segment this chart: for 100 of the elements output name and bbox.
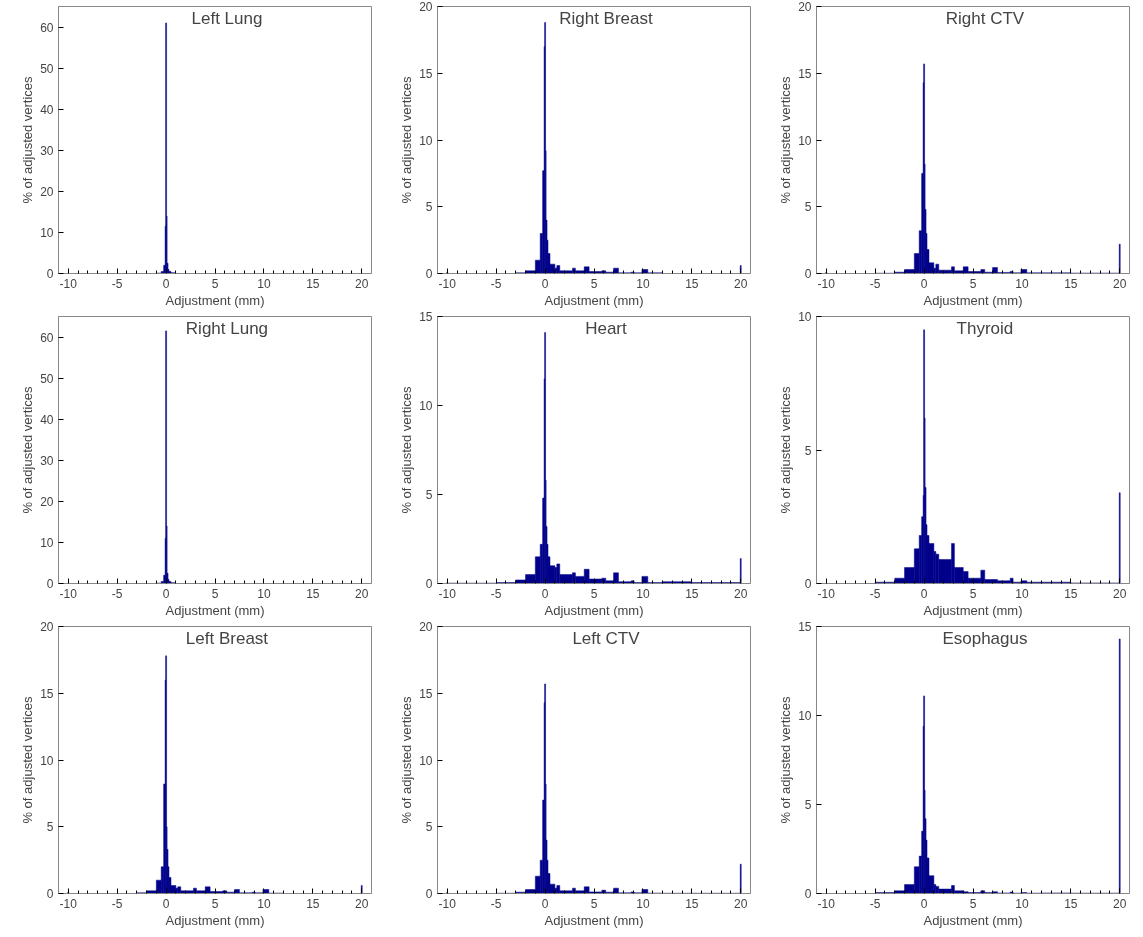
y-tick-label: 30 bbox=[40, 453, 54, 468]
x-tick-label: 15 bbox=[1064, 896, 1078, 911]
y-axis-title: % of adjusted vertices bbox=[399, 75, 415, 204]
y-tick-label: 5 bbox=[425, 820, 433, 835]
x-tick-label: 15 bbox=[1064, 276, 1078, 291]
x-tick-label: 20 bbox=[1113, 276, 1127, 291]
x-tick-label: 0 bbox=[162, 896, 170, 911]
x-tick-label: -10 bbox=[817, 586, 836, 601]
x-tick-label: -10 bbox=[59, 896, 78, 911]
chart-title: Left Lung bbox=[191, 9, 263, 28]
x-tick-label: -5 bbox=[111, 276, 123, 291]
chart-title: Thyroid bbox=[956, 319, 1014, 338]
y-tick-label: 10 bbox=[798, 709, 812, 723]
y-tick-label: 10 bbox=[419, 399, 433, 413]
y-axis-title: % of adjusted vertices bbox=[20, 695, 36, 824]
y-axis-title: % of adjusted vertices bbox=[20, 75, 36, 204]
y-tick-label: 20 bbox=[798, 0, 812, 14]
x-tick-label: -5 bbox=[490, 896, 502, 911]
x-tick-label: 20 bbox=[734, 276, 748, 291]
x-axis-title: Adjustment (mm) bbox=[165, 602, 265, 618]
y-tick-label: 5 bbox=[804, 443, 812, 458]
x-tick-label: 5 bbox=[969, 896, 977, 911]
y-tick-label: 20 bbox=[419, 0, 433, 14]
x-tick-label: 10 bbox=[257, 896, 271, 911]
x-tick-label: -10 bbox=[59, 586, 78, 601]
y-tick-label: 5 bbox=[425, 488, 433, 502]
x-tick-label: 15 bbox=[685, 896, 699, 911]
x-tick-label: 15 bbox=[306, 586, 320, 601]
x-tick-label: 5 bbox=[211, 896, 219, 911]
x-tick-label: -5 bbox=[490, 276, 502, 291]
y-tick-label: 5 bbox=[425, 200, 433, 215]
x-tick-label: -10 bbox=[817, 276, 836, 291]
x-tick-label: -10 bbox=[438, 896, 457, 911]
x-tick-label: 5 bbox=[211, 586, 219, 601]
y-tick-label: 10 bbox=[40, 753, 54, 768]
y-tick-label: 0 bbox=[804, 267, 812, 281]
y-tick-label: 60 bbox=[40, 20, 54, 35]
y-axis-title: % of adjusted vertices bbox=[399, 695, 415, 824]
x-tick-label: 20 bbox=[1113, 896, 1127, 911]
y-tick-label: 0 bbox=[425, 577, 433, 591]
y-axis-title: % of adjusted vertices bbox=[778, 385, 794, 514]
x-tick-label: -10 bbox=[438, 276, 457, 291]
x-axis-title: Adjustment (mm) bbox=[165, 292, 265, 308]
x-axis-title: Adjustment (mm) bbox=[165, 912, 265, 928]
y-tick-label: 0 bbox=[425, 887, 433, 901]
x-tick-label: -10 bbox=[59, 276, 78, 291]
x-tick-label: 10 bbox=[636, 586, 650, 601]
x-axis-title: Adjustment (mm) bbox=[923, 602, 1023, 618]
x-tick-label: 0 bbox=[162, 586, 170, 601]
y-tick-label: 0 bbox=[425, 267, 433, 281]
x-axis-title: Adjustment (mm) bbox=[923, 912, 1023, 928]
x-tick-label: 20 bbox=[355, 276, 369, 291]
y-tick-label: 15 bbox=[798, 620, 812, 634]
chart-title: Right CTV bbox=[945, 9, 1025, 28]
x-axis-title: Adjustment (mm) bbox=[923, 292, 1023, 308]
chart-title: Heart bbox=[585, 319, 628, 338]
chart-title: Left CTV bbox=[572, 629, 641, 648]
y-tick-label: 0 bbox=[46, 267, 54, 281]
y-tick-label: 10 bbox=[798, 133, 812, 148]
y-tick-label: 20 bbox=[40, 494, 54, 509]
y-tick-label: 10 bbox=[40, 225, 54, 240]
chart-title: Right Lung bbox=[185, 319, 269, 338]
x-tick-label: -5 bbox=[869, 896, 881, 911]
y-tick-label: 60 bbox=[40, 330, 54, 345]
x-tick-label: 5 bbox=[969, 276, 977, 291]
x-tick-label: 5 bbox=[590, 896, 598, 911]
y-axis-title: % of adjusted vertices bbox=[778, 695, 794, 824]
x-tick-label: 20 bbox=[1113, 586, 1127, 601]
chart-title: Esophagus bbox=[942, 629, 1028, 648]
x-tick-label: 5 bbox=[969, 586, 977, 601]
y-tick-label: 5 bbox=[804, 798, 812, 812]
chart-title: Left Breast bbox=[185, 629, 269, 648]
y-tick-label: 0 bbox=[46, 577, 54, 591]
x-tick-label: -5 bbox=[869, 586, 881, 601]
x-tick-label: -10 bbox=[817, 896, 836, 911]
x-tick-label: 10 bbox=[636, 276, 650, 291]
y-tick-label: 15 bbox=[40, 686, 54, 701]
x-tick-label: 15 bbox=[306, 896, 320, 911]
x-tick-label: 15 bbox=[685, 586, 699, 601]
x-tick-label: 5 bbox=[590, 276, 598, 291]
y-tick-label: 20 bbox=[40, 620, 54, 634]
x-tick-label: -5 bbox=[111, 896, 123, 911]
x-tick-label: 0 bbox=[541, 586, 549, 601]
y-tick-label: 0 bbox=[804, 577, 812, 591]
y-tick-label: 5 bbox=[46, 820, 54, 835]
y-tick-label: 5 bbox=[804, 200, 812, 215]
x-tick-label: 0 bbox=[541, 896, 549, 911]
y-tick-label: 0 bbox=[46, 887, 54, 901]
y-tick-label: 10 bbox=[40, 535, 54, 550]
x-tick-label: 0 bbox=[920, 896, 928, 911]
y-tick-label: 15 bbox=[419, 66, 433, 81]
x-axis-title: Adjustment (mm) bbox=[544, 292, 644, 308]
y-tick-label: 15 bbox=[419, 686, 433, 701]
y-tick-label: 40 bbox=[40, 102, 54, 117]
x-tick-label: 10 bbox=[257, 586, 271, 601]
y-tick-label: 50 bbox=[40, 61, 54, 76]
y-axis-title: % of adjusted vertices bbox=[399, 385, 415, 514]
x-tick-label: -10 bbox=[438, 586, 457, 601]
y-tick-label: 15 bbox=[798, 66, 812, 81]
x-tick-label: 0 bbox=[920, 276, 928, 291]
